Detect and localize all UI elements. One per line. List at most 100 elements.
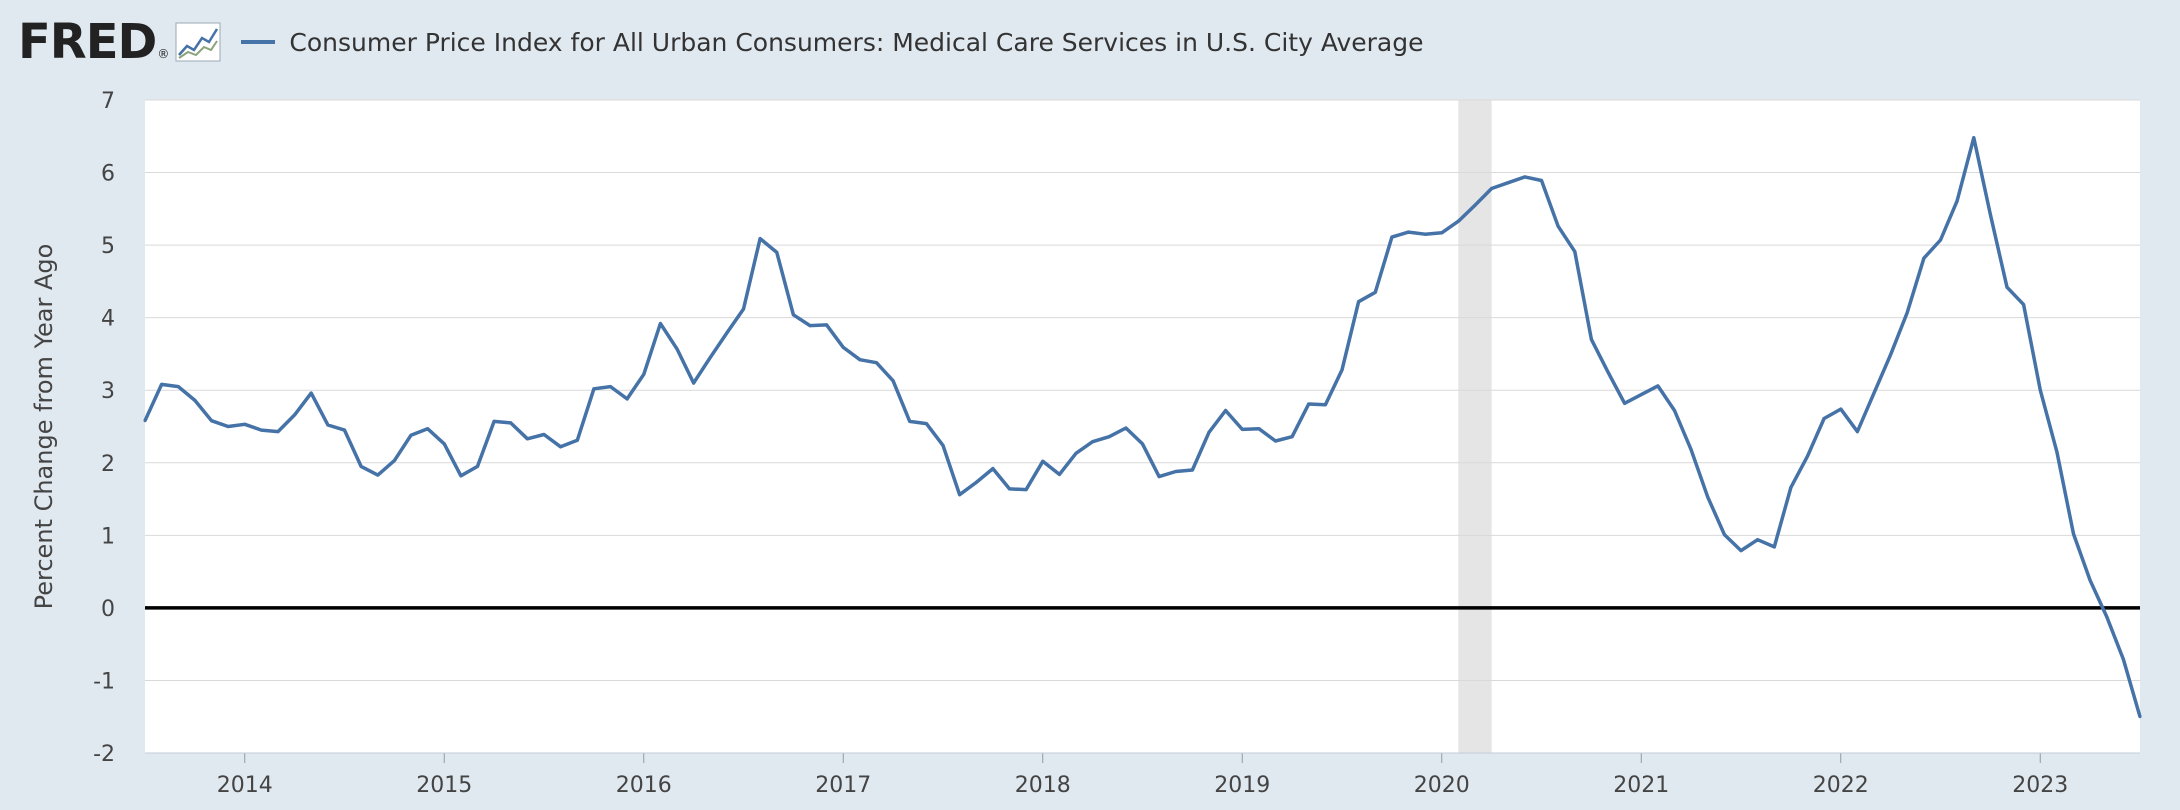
data-point — [326, 423, 330, 427]
data-point — [2072, 532, 2075, 536]
data-point — [1589, 337, 1593, 341]
y-tick-label: 6 — [101, 162, 115, 187]
data-point — [1606, 370, 1610, 374]
y-tick-label: 2 — [101, 452, 115, 477]
data-point — [1257, 427, 1261, 431]
data-point — [1722, 533, 1726, 537]
data-point — [974, 480, 978, 484]
y-axis-ticks: -2 -1 0 1 2 3 4 5 6 7 — [93, 89, 115, 767]
data-point — [1540, 179, 1543, 182]
data-point — [1573, 250, 1577, 254]
data-point — [825, 323, 829, 327]
data-point — [1955, 199, 1959, 203]
data-point — [1490, 187, 1494, 190]
data-point — [875, 361, 878, 365]
data-point — [1373, 290, 1377, 294]
data-point — [309, 391, 313, 395]
data-point — [642, 372, 646, 376]
data-point — [343, 428, 346, 432]
data-point — [1939, 238, 1942, 242]
recession-shading — [1458, 100, 1492, 753]
data-point — [675, 347, 679, 351]
data-point — [293, 413, 297, 417]
recession-band — [1458, 100, 1492, 753]
data-point — [1523, 175, 1527, 179]
data-point — [2121, 657, 2125, 661]
data-point — [1806, 454, 1809, 458]
data-point — [658, 322, 662, 325]
y-tick-label: 3 — [101, 379, 115, 404]
x-tick-label: 2019 — [1214, 773, 1270, 798]
legend-label[interactable]: Consumer Price Index for All Urban Consu… — [289, 27, 1424, 57]
x-tick-label: 2015 — [416, 773, 472, 798]
data-point — [1739, 549, 1743, 553]
data-point — [1706, 495, 1710, 499]
data-point — [193, 398, 197, 402]
data-point — [1440, 231, 1444, 235]
data-point — [492, 419, 496, 423]
registered-mark: ® — [157, 47, 170, 61]
y-tick-label: 5 — [101, 234, 115, 259]
data-point — [708, 356, 712, 360]
data-point — [1190, 468, 1194, 472]
y-tick-label: 7 — [101, 89, 115, 114]
data-point — [525, 437, 529, 441]
fred-logo[interactable]: FRED — [18, 14, 157, 70]
data-point — [908, 419, 912, 423]
data-point — [259, 428, 263, 432]
data-point — [1889, 353, 1893, 357]
data-point — [243, 422, 247, 426]
x-tick-label: 2021 — [1613, 773, 1669, 798]
data-point — [1107, 435, 1111, 439]
data-point — [2138, 715, 2142, 719]
data-point — [376, 473, 380, 477]
y-tick-label: 1 — [101, 524, 115, 549]
y-tick-label: 4 — [101, 307, 115, 332]
data-point — [958, 493, 962, 497]
data-point — [1124, 426, 1128, 430]
data-point — [1822, 417, 1826, 420]
x-tick-label: 2023 — [2012, 773, 2068, 798]
data-point — [1041, 459, 1045, 463]
data-point — [1157, 475, 1161, 479]
data-point — [542, 433, 546, 436]
data-point — [1340, 368, 1344, 372]
data-point — [1423, 232, 1427, 236]
data-point — [476, 464, 479, 468]
x-tick-label: 2022 — [1813, 773, 1869, 798]
data-point — [1972, 136, 1976, 140]
data-point — [2022, 303, 2026, 307]
data-point — [941, 443, 945, 447]
data-point — [1357, 300, 1361, 304]
data-point — [409, 433, 413, 437]
data-point — [1323, 403, 1327, 407]
data-point — [742, 307, 745, 311]
data-point — [1407, 230, 1410, 234]
data-point — [2055, 450, 2059, 454]
y-tick-label: -2 — [93, 742, 115, 767]
data-point — [1207, 430, 1211, 434]
data-point — [1506, 181, 1510, 185]
data-point — [1756, 538, 1760, 542]
data-point — [1390, 235, 1394, 239]
data-point — [160, 382, 164, 386]
data-point — [1174, 470, 1178, 473]
data-point — [1141, 442, 1144, 446]
data-point — [1057, 472, 1061, 476]
data-point — [143, 419, 147, 423]
data-point — [226, 425, 230, 428]
chart-header: FRED ® Consumer Price Index for All Urba… — [18, 14, 1424, 70]
data-point — [692, 381, 696, 385]
data-point — [1623, 401, 1627, 405]
data-point — [1556, 224, 1560, 228]
data-point — [442, 442, 446, 446]
data-point — [1307, 402, 1311, 406]
data-point — [808, 324, 812, 328]
data-point — [2105, 615, 2109, 619]
data-point — [775, 250, 779, 254]
data-point — [924, 422, 928, 426]
y-tick-label: 0 — [101, 597, 115, 622]
x-tick-label: 2014 — [217, 773, 273, 798]
data-point — [991, 467, 995, 471]
data-point — [459, 474, 463, 478]
